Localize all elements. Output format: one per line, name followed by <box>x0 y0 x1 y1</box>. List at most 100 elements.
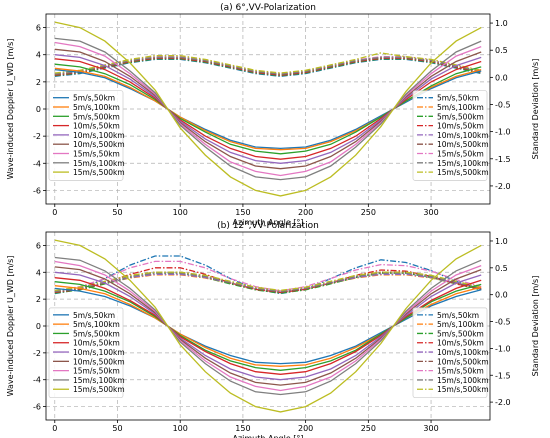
y-tick-label: 6 <box>36 24 41 33</box>
x-tick-label: 100 <box>173 424 188 433</box>
legend-label: 5m/s,100km <box>437 103 484 112</box>
y-tick-label: -2 <box>33 132 41 141</box>
series-line-doppler-7 <box>54 256 482 396</box>
chart-panel-1: (b) 12°,VV-Polarization 0 50 100 150 200 250 30… <box>6 221 540 438</box>
x-tick-label: 300 <box>423 208 438 217</box>
chart-title: (a) 6°,VV-Polarization <box>220 3 316 13</box>
x-tick-label: 50 <box>112 208 122 217</box>
y2-tick-label: 1.0 <box>495 19 508 28</box>
series-line-doppler-6 <box>54 41 482 177</box>
x-tick-label: 0 <box>52 424 57 433</box>
x-tick-label: 300 <box>423 424 438 433</box>
legend-label: 5m/s,500km <box>437 329 484 338</box>
y-tick-label: 4 <box>36 268 41 277</box>
y2-tick-label: -0.5 <box>495 318 511 327</box>
y2-tick-label: 0.0 <box>495 291 508 300</box>
legend-label: 15m/s,50km <box>437 367 484 376</box>
series-line-doppler-8 <box>54 239 482 413</box>
series-line-doppler-4 <box>54 271 482 381</box>
legend-label: 10m/s,100km <box>437 131 489 140</box>
legend-label: 10m/s,500km <box>437 357 489 366</box>
series-line-std-13 <box>54 273 482 293</box>
legend-label: 10m/s,100km <box>73 131 125 140</box>
legend-label: 10m/s,50km <box>73 122 120 131</box>
series-line-doppler-7 <box>54 37 482 181</box>
legend-label: 5m/s,50km <box>73 94 115 103</box>
legend-label: 15m/s,100km <box>73 376 125 385</box>
legend-label: 15m/s,500km <box>437 168 489 177</box>
y2-tick-label: -1.5 <box>495 155 511 164</box>
y2-tick-label: 0.5 <box>495 264 508 273</box>
y-axis-label: Wave-induced Doppler U_WD [m/s] <box>6 39 15 180</box>
y2-tick-label: -0.5 <box>495 100 511 109</box>
y2-tick-label: -2.0 <box>495 398 511 407</box>
series-line-doppler-0 <box>54 68 482 150</box>
legend-box <box>412 90 488 181</box>
series-line-std-16 <box>54 56 482 75</box>
legend-label: 15m/s,100km <box>437 376 489 385</box>
legend-box <box>48 90 124 181</box>
series-line-doppler-2 <box>54 281 482 371</box>
legend-label: 15m/s,500km <box>73 168 125 177</box>
series-line-doppler-5 <box>54 48 482 170</box>
legend-std: 5m/s,50km5m/s,100km5m/s,500km10m/s,50km1… <box>412 307 489 398</box>
legend-label: 15m/s,50km <box>73 367 120 376</box>
x-axis-label: Azimuth Angle [°] <box>232 218 303 227</box>
legend-label: 10m/s,50km <box>437 339 484 348</box>
legend-box <box>412 307 488 398</box>
legend-label: 5m/s,100km <box>437 320 484 329</box>
x-tick-label: 100 <box>173 208 188 217</box>
x-tick-label: 250 <box>361 208 376 217</box>
y-tick-label: -6 <box>33 403 41 412</box>
series-line-std-15 <box>54 260 482 292</box>
legend-label: 10m/s,100km <box>73 348 125 357</box>
series-line-doppler-2 <box>54 63 482 155</box>
legend-label: 15m/s,500km <box>73 385 125 394</box>
series-line-std-9 <box>54 255 482 295</box>
legend-label: 15m/s,500km <box>437 385 489 394</box>
legend-label: 5m/s,500km <box>437 112 484 121</box>
y-tick-label: 2 <box>36 295 41 304</box>
y-tick-label: 0 <box>36 105 41 114</box>
chart-title: (b) 12°,VV-Polarization <box>217 221 319 231</box>
y-tick-label: 2 <box>36 78 41 87</box>
series-line-doppler-4 <box>54 54 482 164</box>
legend-label: 5m/s,500km <box>73 329 120 338</box>
y-tick-label: 6 <box>36 241 41 250</box>
y2-tick-label: 0.0 <box>495 73 508 82</box>
legend-doppler: 5m/s,50km5m/s,100km5m/s,500km10m/s,50km1… <box>48 307 125 398</box>
series-line-std-17 <box>54 52 482 74</box>
chart-panel-0: (a) 6°,VV-Polarization 0 50 100 150 200 250 300… <box>6 3 540 227</box>
legend-label: 10m/s,500km <box>73 140 125 149</box>
legend-doppler: 5m/s,50km5m/s,100km5m/s,500km10m/s,50km1… <box>48 90 125 181</box>
legend-label: 10m/s,50km <box>73 339 120 348</box>
legend-box <box>48 307 124 398</box>
series-line-doppler-0 <box>54 287 482 365</box>
y2-tick-label: -1.0 <box>495 344 511 353</box>
series-line-doppler-6 <box>54 260 482 392</box>
series-line-doppler-3 <box>54 277 482 375</box>
x-tick-label: 200 <box>298 208 313 217</box>
y2-tick-label: -1.5 <box>495 371 511 380</box>
series-line-doppler-3 <box>54 58 482 160</box>
legend-label: 10m/s,100km <box>437 348 489 357</box>
y2-tick-label: -1.0 <box>495 128 511 137</box>
x-tick-label: 150 <box>235 208 250 217</box>
x-tick-label: 0 <box>52 208 57 217</box>
legend-label: 10m/s,500km <box>73 357 125 366</box>
legend-label: 15m/s,100km <box>73 159 125 168</box>
legend-std: 5m/s,50km5m/s,100km5m/s,500km10m/s,50km1… <box>412 90 489 181</box>
legend-label: 15m/s,50km <box>73 150 120 159</box>
y-tick-label: 4 <box>36 51 41 60</box>
series-line-doppler-8 <box>54 21 482 197</box>
legend-label: 5m/s,50km <box>73 311 115 320</box>
legend-label: 5m/s,50km <box>437 311 479 320</box>
legend-label: 5m/s,100km <box>73 103 120 112</box>
y2-axis-label: Standard Deviation [m/s] <box>531 59 540 160</box>
x-tick-label: 50 <box>112 424 122 433</box>
legend-label: 5m/s,50km <box>437 94 479 103</box>
x-tick-label: 200 <box>298 424 313 433</box>
legend-label: 5m/s,500km <box>73 112 120 121</box>
y-tick-label: 0 <box>36 322 41 331</box>
